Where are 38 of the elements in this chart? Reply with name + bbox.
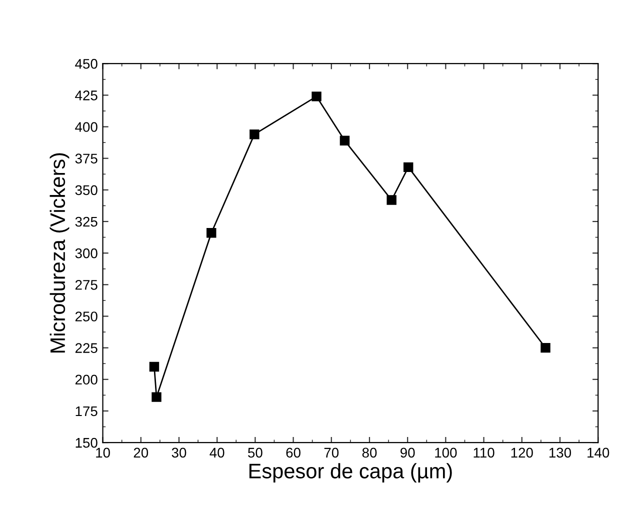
y-tick-label: 175 <box>76 406 98 416</box>
point <box>312 92 322 102</box>
point <box>152 392 162 402</box>
y-tick-label: 325 <box>75 216 98 227</box>
x-tick-label: 130 <box>549 448 572 458</box>
x-tick-label: 70 <box>324 448 339 458</box>
x-tick-label: 120 <box>511 448 533 458</box>
point <box>149 362 160 372</box>
x-tick-label: 40 <box>210 448 224 458</box>
y-axis-title: Microdureza (Vickers) <box>50 153 70 352</box>
y-tick-label: 275 <box>75 280 98 290</box>
x-tick-label: 80 <box>362 448 377 458</box>
point <box>206 228 216 238</box>
y-tick-label: 150 <box>76 438 98 448</box>
x-tick-label: 110 <box>474 448 494 458</box>
x-tick-label: 140 <box>588 448 610 458</box>
x-tick-label: 100 <box>435 448 457 458</box>
x-tick-label: 30 <box>172 448 186 458</box>
y-tick-label: 250 <box>75 312 98 322</box>
x-tick-label: 50 <box>248 448 262 458</box>
x-axis-title: Espesor de capa (µm) <box>249 463 452 483</box>
x-tick-label: 90 <box>400 448 415 458</box>
y-tick-label: 400 <box>75 122 98 132</box>
y-tick-label: 200 <box>75 374 98 385</box>
y-tick-label: 375 <box>75 154 98 164</box>
y-tick-label: 350 <box>75 185 98 196</box>
y-tick-label: 450 <box>75 58 98 69</box>
x-tick-label: 10 <box>96 448 110 458</box>
point <box>540 342 550 353</box>
y-tick-label: 300 <box>75 248 98 258</box>
y-tick-label: 425 <box>75 90 98 100</box>
point <box>340 136 350 146</box>
point <box>250 129 260 140</box>
x-tick-label: 20 <box>134 448 148 458</box>
point <box>386 195 396 205</box>
point <box>403 162 414 172</box>
x-tick-label: 60 <box>286 448 300 458</box>
y-tick-label: 225 <box>75 343 98 353</box>
